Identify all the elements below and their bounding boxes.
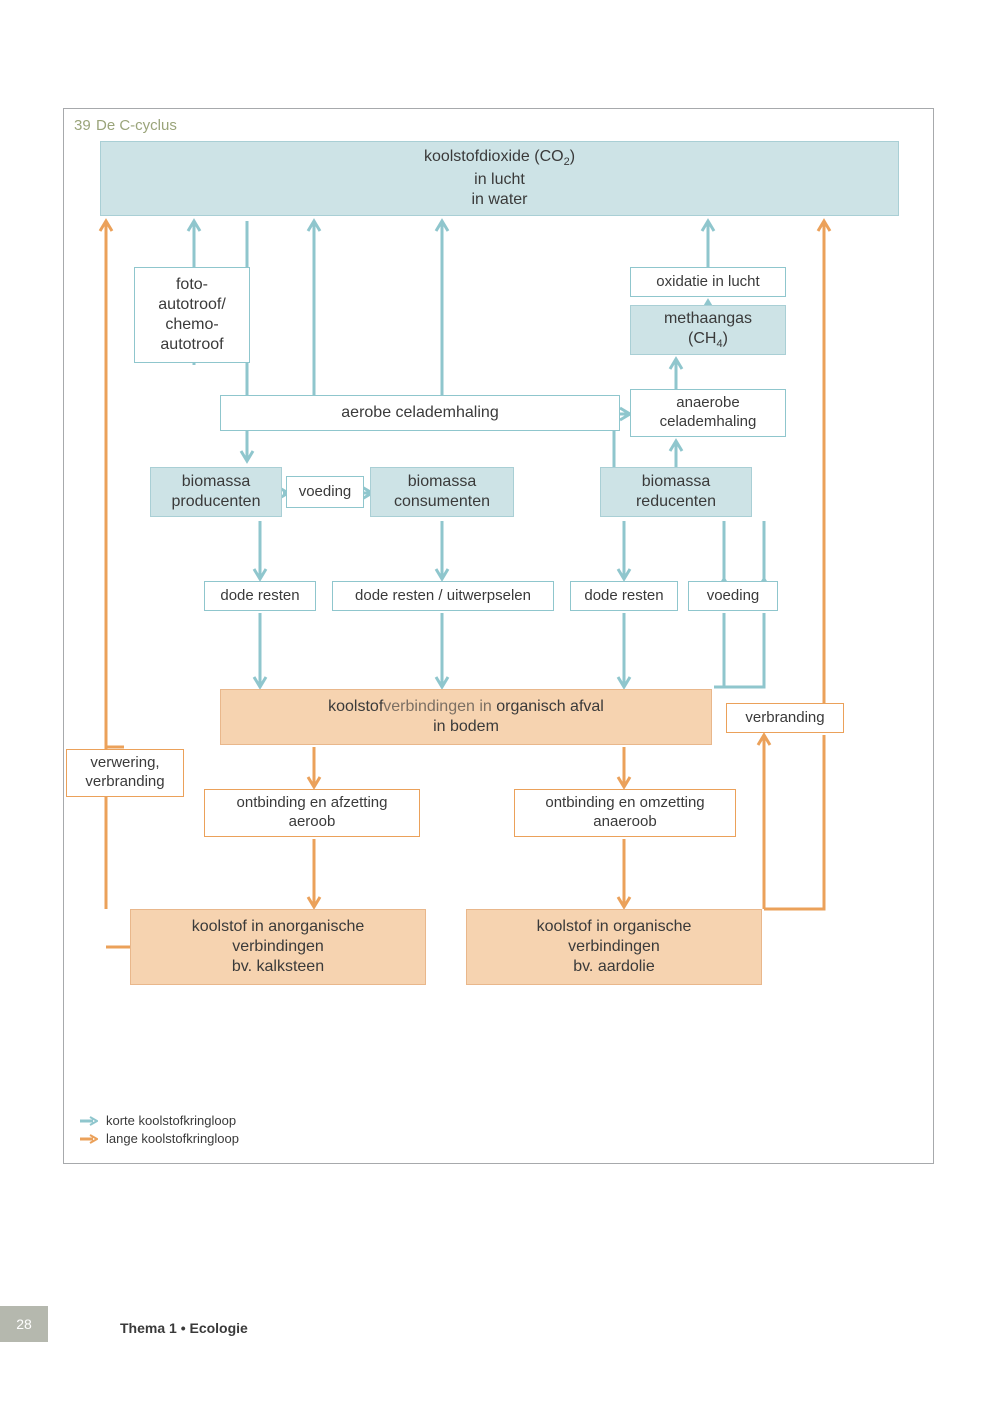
figure-number: 39 [74, 117, 91, 134]
node-organische: koolstof in organischeverbindingenbv. aa… [466, 909, 762, 985]
legend-short-label: korte koolstofkringloop [106, 1113, 236, 1128]
legend-arrow-short-icon [80, 1116, 98, 1126]
node-dode-resten-3: dode resten [570, 581, 678, 611]
node-ontbinding-aeroob: ontbinding en afzettingaeroob [204, 789, 420, 837]
page-number-badge: 28 [0, 1306, 48, 1342]
node-anaerobe: anaerobeceladem­haling [630, 389, 786, 437]
node-anorganische: koolstof in anorganischeverbindingenbv. … [130, 909, 426, 985]
node-co2: koolstofdioxide (CO2) in lucht in water [100, 141, 899, 216]
node-methaan: methaangas(CH4) [630, 305, 786, 355]
node-biomassa-consumenten: biomassaconsumenten [370, 467, 514, 517]
legend-long-label: lange koolstofkringloop [106, 1131, 239, 1146]
figure-title: De C-cyclus [96, 117, 177, 134]
node-oxidatie: oxidatie in lucht [630, 267, 786, 297]
node-aerobe: aerobe celademhaling [220, 395, 620, 431]
node-verwering: verwering,verbranding [66, 749, 184, 797]
node-biomassa-reducenten: biomassareducenten [600, 467, 752, 517]
node-voeding-2: voeding [688, 581, 778, 611]
footer-text: Thema 1 • Ecologie [120, 1320, 248, 1336]
node-biomassa-producenten: biomassaproducenten [150, 467, 282, 517]
node-voeding-1: voeding [286, 476, 364, 508]
legend: korte koolstofkringloop lange koolstofkr… [80, 1110, 239, 1149]
node-dode-resten-2: dode resten / uitwerpselen [332, 581, 554, 611]
node-autotroof: foto-autotroof/chemo-autotroof [134, 267, 250, 363]
diagram-frame: 39 De C-cyclus koolstofdioxide (CO2) in … [63, 108, 934, 1164]
legend-arrow-long-icon [80, 1134, 98, 1144]
node-dode-resten-1: dode resten [204, 581, 316, 611]
node-ontbinding-anaeroob: ontbinding en omzettinganaeroob [514, 789, 736, 837]
node-organisch-afval: koolstofverbindingen in organisch afvali… [220, 689, 712, 745]
node-verbranding: verbranding [726, 703, 844, 733]
